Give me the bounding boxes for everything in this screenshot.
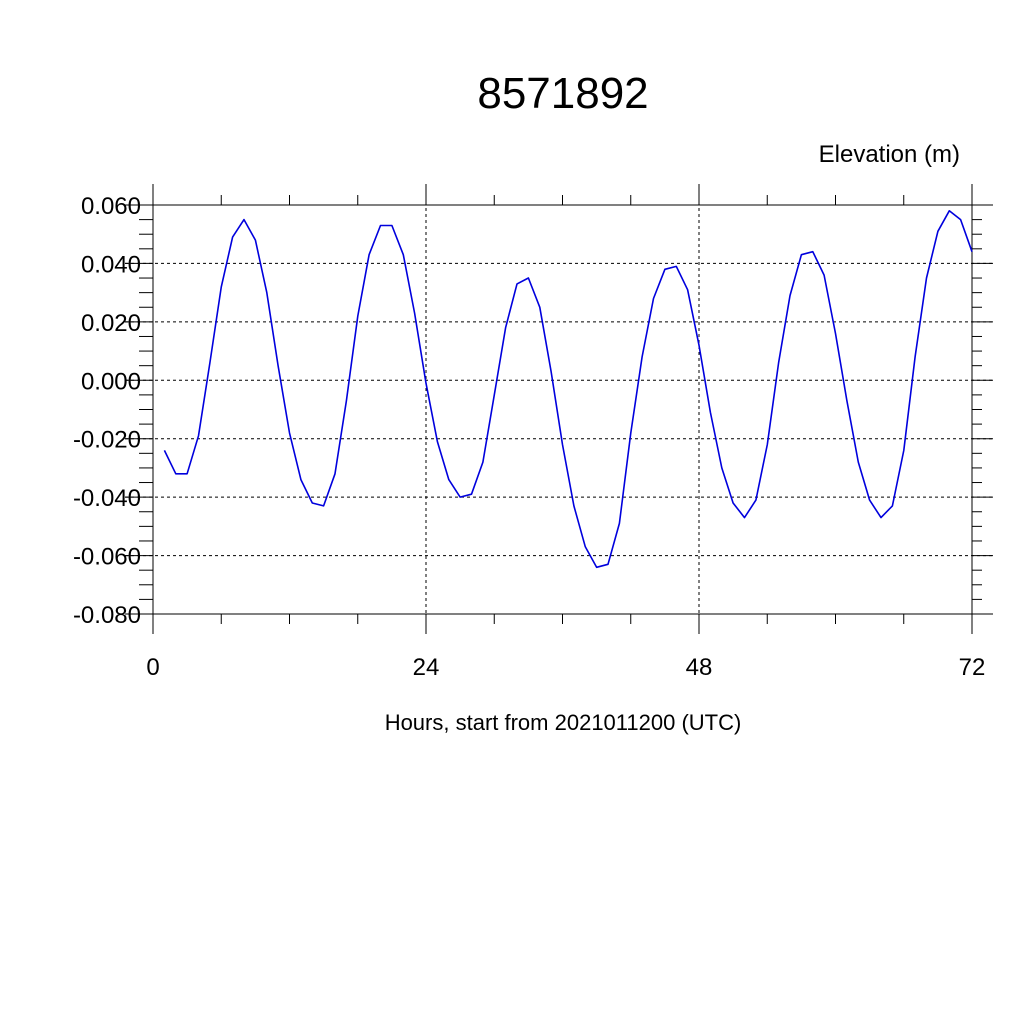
y-tick-label: -0.020 — [73, 427, 141, 454]
x-axis-label: Hours, start from 2021011200 (UTC) — [385, 710, 742, 735]
x-tick-label: 0 — [146, 654, 159, 681]
y-tick-label: -0.080 — [73, 602, 141, 629]
y-tick-label: -0.040 — [73, 485, 141, 512]
y-tick-label: 0.020 — [81, 310, 141, 337]
x-tick-label: 24 — [413, 654, 440, 681]
series-line — [163, 210, 973, 569]
x-tick-label: 72 — [959, 654, 986, 681]
y-axis-label: Elevation (m) — [819, 141, 960, 168]
y-tick-label: 0.060 — [81, 193, 141, 220]
grid-lines — [125, 184, 993, 634]
chart-title: 8571892 — [477, 69, 648, 118]
y-tick-label: 0.000 — [81, 368, 141, 395]
y-tick-label: 0.040 — [81, 251, 141, 278]
y-tick-label: -0.060 — [73, 544, 141, 571]
x-tick-label: 48 — [686, 654, 713, 681]
data-series — [163, 210, 973, 569]
axis-ticks — [125, 185, 993, 634]
tick-labels: -0.080 -0.060 -0.040 -0.020 0.000 0.020 0.040 0… — [73, 193, 985, 681]
